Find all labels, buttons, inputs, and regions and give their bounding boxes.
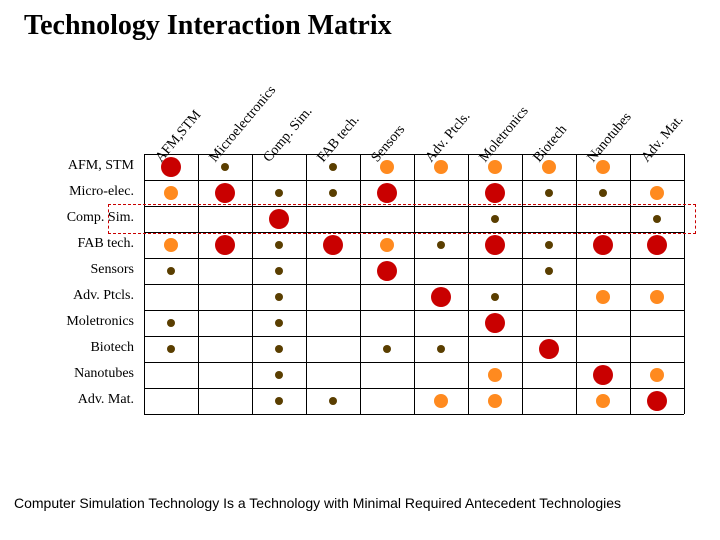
bubble [167, 319, 175, 327]
bubble [377, 261, 397, 281]
bubble [329, 189, 337, 197]
h-line [144, 414, 684, 415]
bubble [164, 186, 178, 200]
v-line [306, 154, 307, 414]
bubble [431, 287, 451, 307]
v-line [144, 154, 145, 414]
bubble [491, 293, 499, 301]
row-label: AFM, STM [4, 158, 134, 174]
bubble [275, 293, 283, 301]
col-header: AFM,STM [152, 108, 205, 166]
bubble [593, 365, 613, 385]
v-line [198, 154, 199, 414]
bubble [380, 238, 394, 252]
bubble [275, 267, 283, 275]
bubble [653, 215, 661, 223]
bubble [167, 267, 175, 275]
bubble [596, 394, 610, 408]
row-label: Adv. Mat. [4, 392, 134, 408]
bubble [221, 163, 229, 171]
bubble [275, 371, 283, 379]
bubble [599, 189, 607, 197]
bubble [167, 345, 175, 353]
bubble [329, 397, 337, 405]
matrix: AFM,STMMicroelectronicsComp. Sim.FAB tec… [0, 46, 720, 486]
v-line [360, 154, 361, 414]
bubble [437, 345, 445, 353]
bubble [545, 189, 553, 197]
bubble [434, 394, 448, 408]
bubble [542, 160, 556, 174]
row-label: Micro-elec. [4, 184, 134, 200]
bubble [329, 163, 337, 171]
col-header: Nanotubes [584, 110, 635, 166]
bubble [323, 235, 343, 255]
bubble [593, 235, 613, 255]
bubble [380, 160, 394, 174]
bubble [275, 345, 283, 353]
col-header: Adv. Mat. [638, 113, 686, 166]
bubble [215, 183, 235, 203]
bubble [488, 160, 502, 174]
row-label: Biotech [4, 340, 134, 356]
bubble [485, 235, 505, 255]
v-line [468, 154, 469, 414]
bubble [269, 209, 289, 229]
row-label: Moletronics [4, 314, 134, 330]
row-label: Sensors [4, 262, 134, 278]
bubble [650, 290, 664, 304]
v-line [522, 154, 523, 414]
bubble [545, 241, 553, 249]
bubble [647, 235, 667, 255]
v-line [414, 154, 415, 414]
highlight-rect [108, 204, 696, 234]
bubble [485, 183, 505, 203]
v-line [252, 154, 253, 414]
col-header: Moletronics [476, 104, 532, 166]
v-line [576, 154, 577, 414]
bubble [650, 368, 664, 382]
bubble [275, 319, 283, 327]
bubble [434, 160, 448, 174]
bubble [437, 241, 445, 249]
bubble [275, 397, 283, 405]
bubble [539, 339, 559, 359]
bubble [650, 186, 664, 200]
page-title: Technology Interaction Matrix [0, 0, 720, 42]
bubble [545, 267, 553, 275]
bubble [488, 368, 502, 382]
v-line [630, 154, 631, 414]
bubble [383, 345, 391, 353]
bubble [275, 241, 283, 249]
caption: Computer Simulation Technology Is a Tech… [14, 494, 674, 513]
col-header: Adv. Ptcls. [422, 109, 473, 166]
col-header: FAB tech. [314, 112, 363, 166]
row-label: FAB tech. [4, 236, 134, 252]
bubble [485, 313, 505, 333]
bubble [161, 157, 181, 177]
row-label: Adv. Ptcls. [4, 288, 134, 304]
row-label: Nanotubes [4, 366, 134, 382]
bubble [215, 235, 235, 255]
bubble [491, 215, 499, 223]
bubble [596, 160, 610, 174]
v-line [684, 154, 685, 414]
bubble [377, 183, 397, 203]
col-header: Comp. Sim. [260, 104, 316, 166]
bubble [275, 189, 283, 197]
bubble [164, 238, 178, 252]
bubble [647, 391, 667, 411]
bubble [596, 290, 610, 304]
bubble [488, 394, 502, 408]
